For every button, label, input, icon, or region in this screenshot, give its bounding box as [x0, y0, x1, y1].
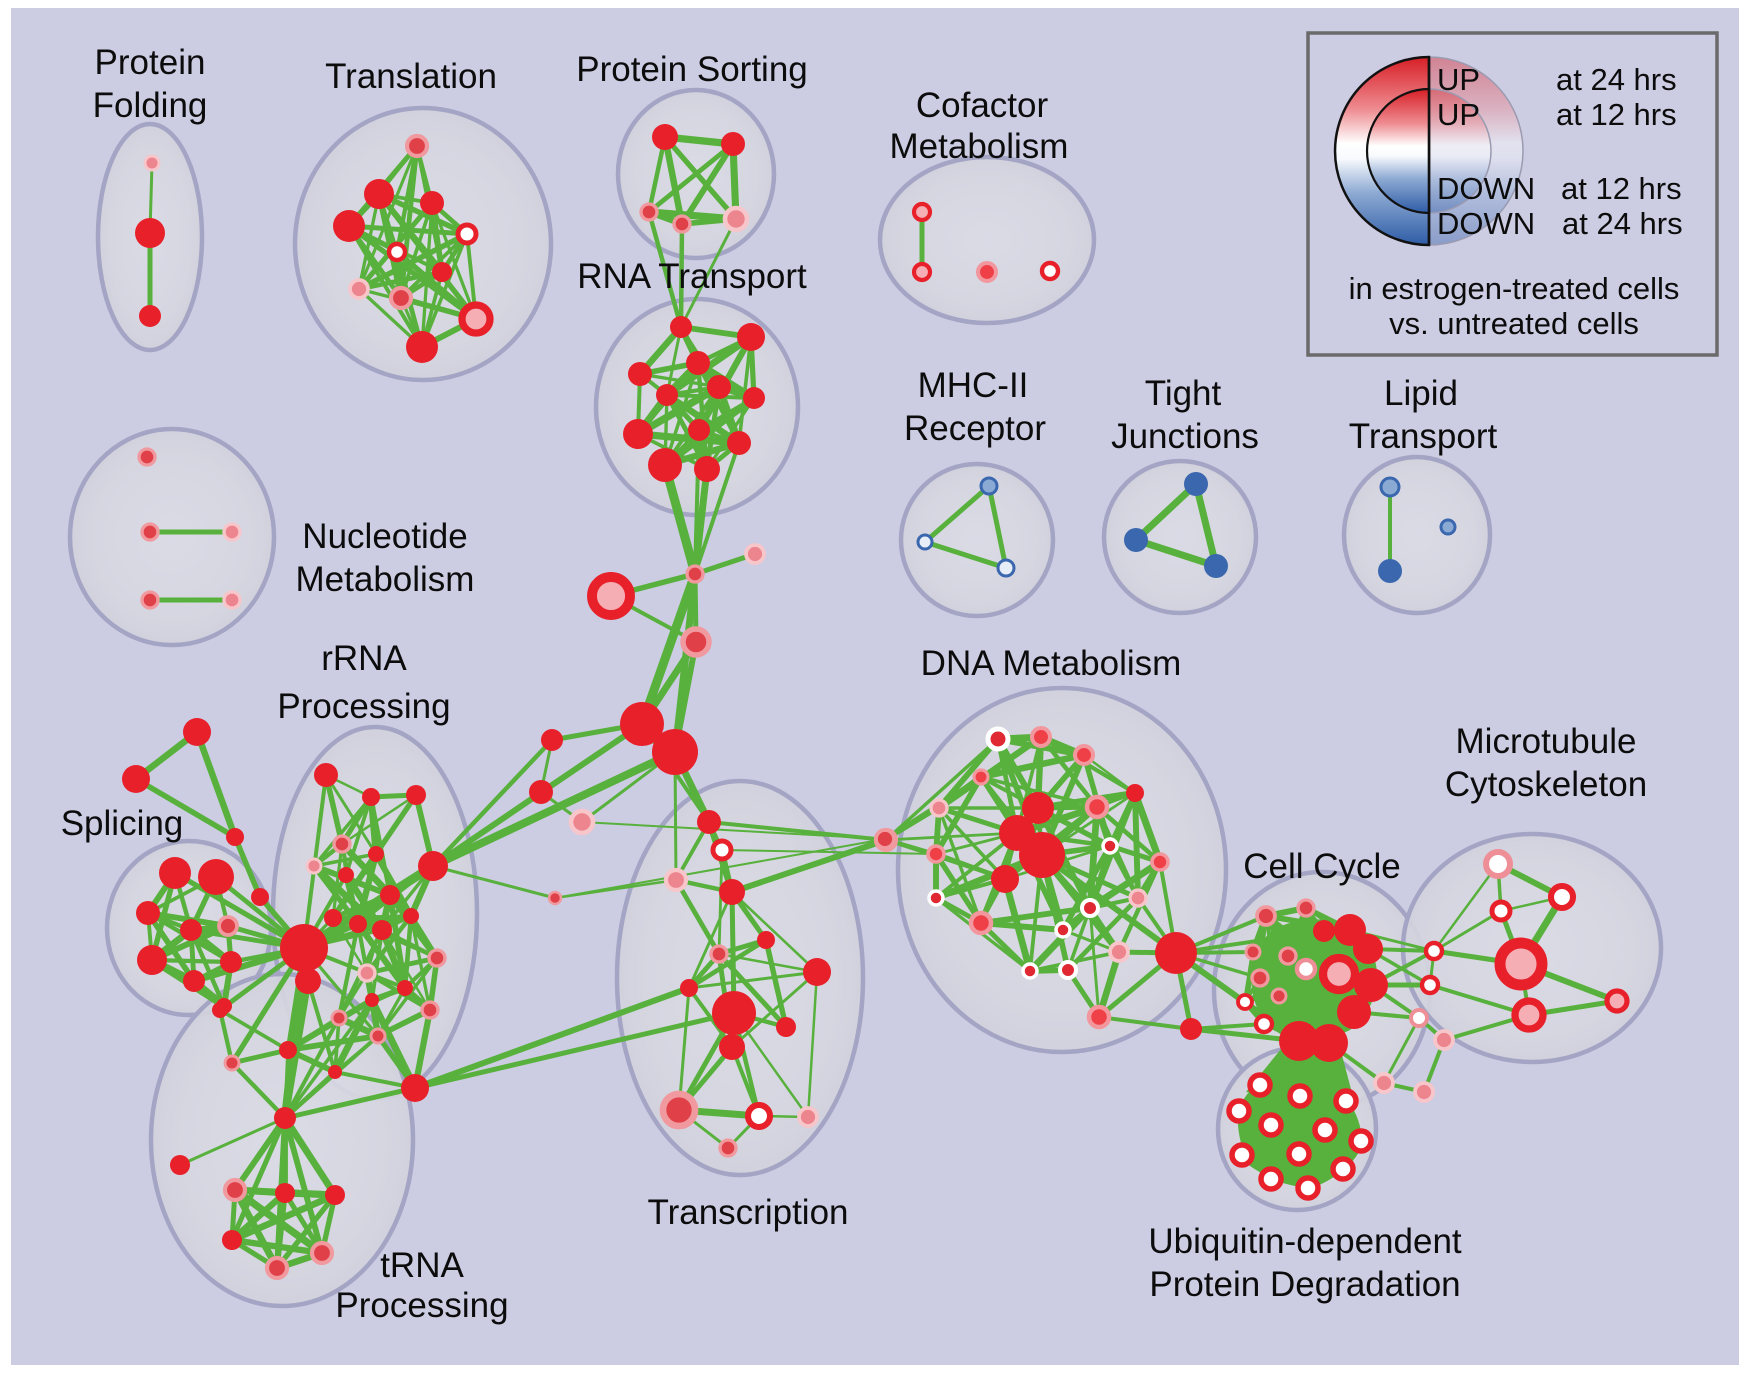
svg-text:Lipid: Lipid	[1384, 374, 1458, 413]
svg-text:rRNA: rRNA	[321, 639, 407, 678]
svg-text:UP: UP	[1437, 97, 1480, 132]
svg-text:DNA Metabolism: DNA Metabolism	[921, 644, 1182, 683]
svg-text:at 24 hrs: at 24 hrs	[1556, 62, 1677, 97]
svg-text:Protein Sorting: Protein Sorting	[576, 50, 808, 89]
svg-text:Translation: Translation	[325, 57, 497, 96]
svg-text:Ubiquitin-dependent: Ubiquitin-dependent	[1148, 1222, 1462, 1261]
svg-text:in estrogen-treated cells: in estrogen-treated cells	[1349, 271, 1680, 306]
svg-text:Protein: Protein	[95, 43, 206, 82]
svg-text:Tight: Tight	[1145, 374, 1222, 413]
svg-text:Transport: Transport	[1349, 417, 1498, 456]
svg-text:at 24 hrs: at 24 hrs	[1562, 206, 1683, 241]
svg-text:Junctions: Junctions	[1111, 417, 1259, 456]
svg-text:DOWN: DOWN	[1437, 206, 1535, 241]
svg-text:Nucleotide: Nucleotide	[302, 517, 467, 556]
svg-text:Metabolism: Metabolism	[890, 127, 1069, 166]
svg-text:Splicing: Splicing	[61, 804, 184, 843]
svg-text:Metabolism: Metabolism	[296, 560, 475, 599]
svg-text:Cytoskeleton: Cytoskeleton	[1445, 765, 1647, 804]
svg-text:Processing: Processing	[277, 687, 450, 726]
svg-text:Cofactor: Cofactor	[916, 86, 1049, 125]
svg-text:RNA Transport: RNA Transport	[577, 257, 807, 296]
svg-text:tRNA: tRNA	[380, 1246, 464, 1285]
svg-text:Folding: Folding	[93, 86, 208, 125]
svg-text:vs. untreated cells: vs. untreated cells	[1389, 306, 1639, 341]
svg-text:Microtubule: Microtubule	[1456, 722, 1637, 761]
svg-text:Processing: Processing	[335, 1286, 508, 1325]
svg-text:Transcription: Transcription	[648, 1193, 849, 1232]
svg-text:UP: UP	[1437, 62, 1480, 97]
svg-text:Protein Degradation: Protein Degradation	[1149, 1265, 1460, 1304]
svg-text:DOWN: DOWN	[1437, 171, 1535, 206]
svg-text:at 12 hrs: at 12 hrs	[1556, 97, 1677, 132]
svg-text:MHC-II: MHC-II	[918, 366, 1029, 405]
svg-text:Receptor: Receptor	[904, 409, 1046, 448]
svg-text:at 12 hrs: at 12 hrs	[1561, 171, 1682, 206]
svg-text:Cell Cycle: Cell Cycle	[1243, 847, 1401, 886]
